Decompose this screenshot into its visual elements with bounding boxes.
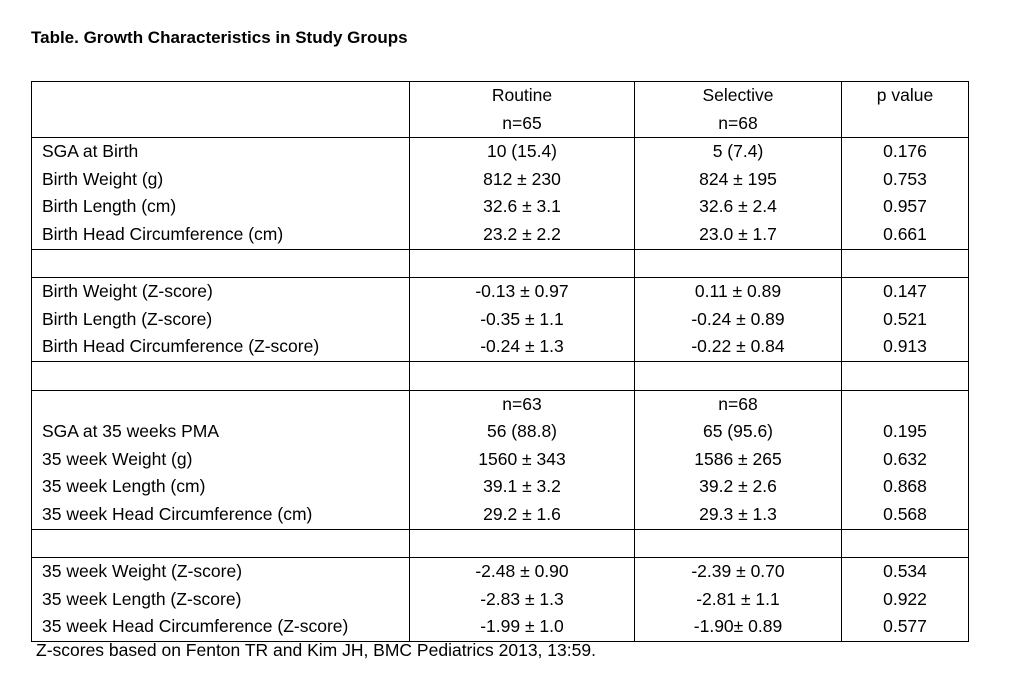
routine-value: -2.83 ± 1.3 [480, 588, 564, 609]
routine-value: -0.24 ± 1.3 [480, 336, 564, 357]
p-value: 0.913 [883, 336, 927, 357]
routine-value: -1.99 ± 1.0 [480, 616, 564, 637]
table-footnote: Z-scores based on Fenton TR and Kim JH, … [36, 640, 596, 660]
spacer-row [32, 528, 968, 558]
row-label: Birth Head Circumference (Z-score) [42, 336, 320, 357]
growth-table: Routine n=65 Selective n=68 p value SGA … [31, 81, 969, 642]
selective-value: -2.81 ± 1.1 [696, 588, 780, 609]
selective-value: 65 (95.6) [702, 421, 774, 442]
p-value: 0.176 [883, 141, 927, 162]
row-label: 35 week Head Circumference (cm) [42, 503, 313, 524]
selective-value: -2.39 ± 0.70 [691, 561, 785, 582]
p-value: 0.195 [883, 421, 927, 442]
row-label: Birth Weight (g) [42, 168, 164, 189]
routine-value: 56 (88.8) [486, 421, 558, 442]
selective-value: 32.6 ± 2.4 [699, 196, 777, 217]
selective-value: 23.0 ± 1.7 [699, 223, 777, 244]
p-value: 0.521 [883, 308, 927, 329]
spacer-row [32, 248, 968, 278]
header-pvalue: p value [841, 82, 968, 138]
header-pvalue-label: p value [876, 85, 934, 105]
header-selective-label: Selective [702, 85, 774, 105]
row-label: Birth Weight (Z-score) [42, 281, 213, 302]
routine-value: 29.2 ± 1.6 [483, 503, 561, 524]
table-title: Table. Growth Characteristics in Study G… [31, 28, 408, 47]
routine-value: 23.2 ± 2.2 [483, 223, 561, 244]
selective-value: -0.24 ± 0.89 [691, 308, 785, 329]
row-label: Birth Head Circumference (cm) [42, 223, 284, 244]
routine-value: -2.48 ± 0.90 [475, 561, 569, 582]
row-label: SGA at 35 weeks PMA [42, 421, 220, 442]
p-value: 0.661 [883, 223, 927, 244]
selective-value: -0.22 ± 0.84 [691, 336, 785, 357]
selective-value: 29.3 ± 1.3 [699, 503, 777, 524]
selective-value: 0.11 ± 0.89 [694, 281, 782, 302]
row-label: 35 week Length (cm) [42, 476, 206, 497]
selective-value: 5 (7.4) [712, 141, 764, 162]
header-routine-n: n=65 [502, 112, 542, 133]
row-label: 35 week Length (Z-score) [42, 588, 242, 609]
p-value: 0.534 [883, 561, 927, 582]
row-label [42, 391, 409, 419]
p-value: 0.147 [883, 281, 927, 302]
routine-value: 39.1 ± 3.2 [483, 476, 561, 497]
p-value: 0.753 [883, 168, 927, 189]
selective-value: 39.2 ± 2.6 [699, 476, 777, 497]
row-label: 35 week Head Circumference (Z-score) [42, 616, 349, 637]
header-routine: Routine n=65 [409, 82, 634, 138]
routine-value: 812 ± 230 [483, 168, 561, 189]
header-selective-n: n=68 [718, 112, 758, 133]
header-blank-cell [32, 82, 409, 137]
routine-value: -0.35 ± 1.1 [480, 308, 564, 329]
row-label: Birth Length (Z-score) [42, 308, 213, 329]
p-value: 0.957 [883, 196, 927, 217]
row-label: 35 week Weight (Z-score) [42, 561, 243, 582]
table-row: 35 week Weight (Z-score) 35 week Length … [32, 557, 968, 641]
routine-n: n=63 [502, 393, 542, 414]
routine-value: 10 (15.4) [486, 141, 558, 162]
header-selective: Selective n=68 [634, 82, 841, 138]
p-value: 0.922 [883, 588, 927, 609]
routine-value: 1560 ± 343 [478, 448, 566, 469]
p-value [842, 391, 968, 419]
p-value: 0.577 [883, 616, 927, 637]
table-row: SGA at Birth Birth Weight (g) Birth Leng… [32, 137, 968, 249]
row-label: 35 week Weight (g) [42, 448, 193, 469]
selective-value: -1.90± 0.89 [693, 616, 783, 637]
selective-value: 1586 ± 265 [694, 448, 782, 469]
selective-n: n=68 [718, 393, 758, 414]
table-header-row: Routine n=65 Selective n=68 p value [32, 82, 968, 138]
p-value: 0.868 [883, 476, 927, 497]
table-row: Birth Weight (Z-score) Birth Length (Z-s… [32, 277, 968, 361]
spacer-row [32, 360, 968, 390]
selective-value: 824 ± 195 [699, 168, 777, 189]
table-row: SGA at 35 weeks PMA 35 week Weight (g) 3… [32, 389, 968, 529]
p-value: 0.568 [883, 503, 927, 524]
routine-value: 32.6 ± 3.1 [483, 196, 561, 217]
row-label: Birth Length (cm) [42, 196, 177, 217]
routine-value: -0.13 ± 0.97 [475, 281, 569, 302]
p-value: 0.632 [883, 448, 927, 469]
row-label: SGA at Birth [42, 141, 139, 162]
header-routine-label: Routine [491, 85, 553, 105]
